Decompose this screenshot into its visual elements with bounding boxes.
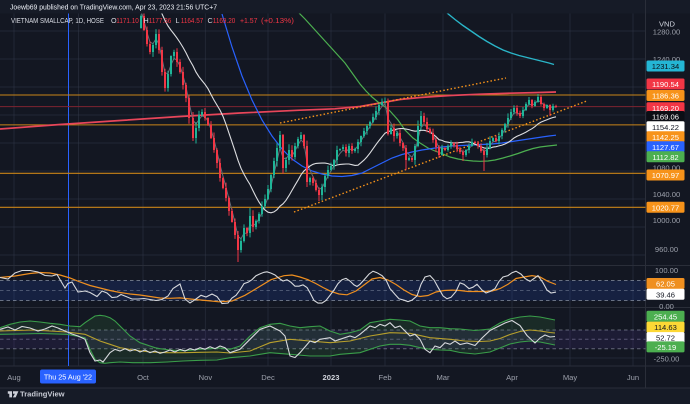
svg-text:52.72: 52.72 [656, 334, 675, 343]
svg-text:1040.00: 1040.00 [653, 190, 680, 199]
svg-text:1112.82: 1112.82 [652, 153, 678, 162]
svg-text:Mar: Mar [436, 373, 450, 382]
svg-text:Thu 25 Aug '22: Thu 25 Aug '22 [44, 372, 92, 381]
svg-text:Nov: Nov [199, 373, 213, 382]
svg-text:O: O [111, 16, 117, 25]
svg-text:1080.00: 1080.00 [653, 164, 680, 173]
svg-text:1186.36: 1186.36 [652, 92, 679, 101]
svg-text:1020.77: 1020.77 [652, 203, 679, 212]
svg-text:1164.57: 1164.57 [181, 16, 204, 25]
svg-text:1190.54: 1190.54 [652, 80, 679, 89]
svg-text:1171.10: 1171.10 [116, 16, 139, 25]
svg-text:1231.34: 1231.34 [652, 62, 679, 71]
svg-text:0.00: 0.00 [659, 302, 674, 311]
svg-text:+1.57: +1.57 [240, 16, 258, 25]
svg-text:Feb: Feb [378, 373, 391, 382]
svg-text:1177.36: 1177.36 [149, 16, 172, 25]
svg-text:1070.97: 1070.97 [652, 171, 679, 180]
svg-text:39.46: 39.46 [656, 290, 675, 299]
svg-text:H: H [144, 16, 149, 25]
svg-text:1169.20: 1169.20 [652, 104, 679, 113]
svg-text:C: C [208, 16, 213, 25]
svg-text:-25.19: -25.19 [655, 343, 677, 352]
svg-text:L: L [176, 16, 180, 25]
svg-text:Oct: Oct [137, 373, 150, 382]
svg-text:Dec: Dec [261, 373, 275, 382]
svg-text:1240.00: 1240.00 [653, 55, 680, 64]
svg-text:1169.06: 1169.06 [652, 113, 679, 122]
svg-text:TradingView: TradingView [20, 390, 65, 399]
svg-text:62.05: 62.05 [656, 280, 675, 289]
svg-text:Aug: Aug [7, 373, 21, 382]
svg-text:VIETNAM SMALLCAP, 1D, HOSE: VIETNAM SMALLCAP, 1D, HOSE [11, 16, 104, 25]
svg-text:1142.25: 1142.25 [652, 133, 679, 142]
svg-text:Joewb69 published on TradingVi: Joewb69 published on TradingView.com, Ap… [10, 4, 217, 12]
svg-text:-250.00: -250.00 [654, 355, 680, 364]
svg-text:960.00: 960.00 [655, 245, 678, 254]
svg-text:Apr: Apr [506, 373, 518, 382]
svg-text:1127.67: 1127.67 [652, 143, 679, 152]
svg-text:254.45: 254.45 [654, 312, 677, 321]
svg-text:100.00: 100.00 [655, 266, 678, 275]
svg-text:VND: VND [659, 20, 676, 29]
svg-text:May: May [563, 373, 578, 382]
svg-text:114.63: 114.63 [654, 323, 677, 332]
svg-text:1169.20: 1169.20 [213, 16, 236, 25]
svg-text:2023: 2023 [323, 373, 340, 382]
svg-text:Jun: Jun [627, 373, 639, 382]
svg-text:(+0.13%): (+0.13%) [261, 16, 294, 25]
svg-text:1000.00: 1000.00 [653, 216, 680, 225]
svg-text:1280.00: 1280.00 [653, 28, 680, 37]
svg-text:1154.22: 1154.22 [652, 123, 679, 132]
